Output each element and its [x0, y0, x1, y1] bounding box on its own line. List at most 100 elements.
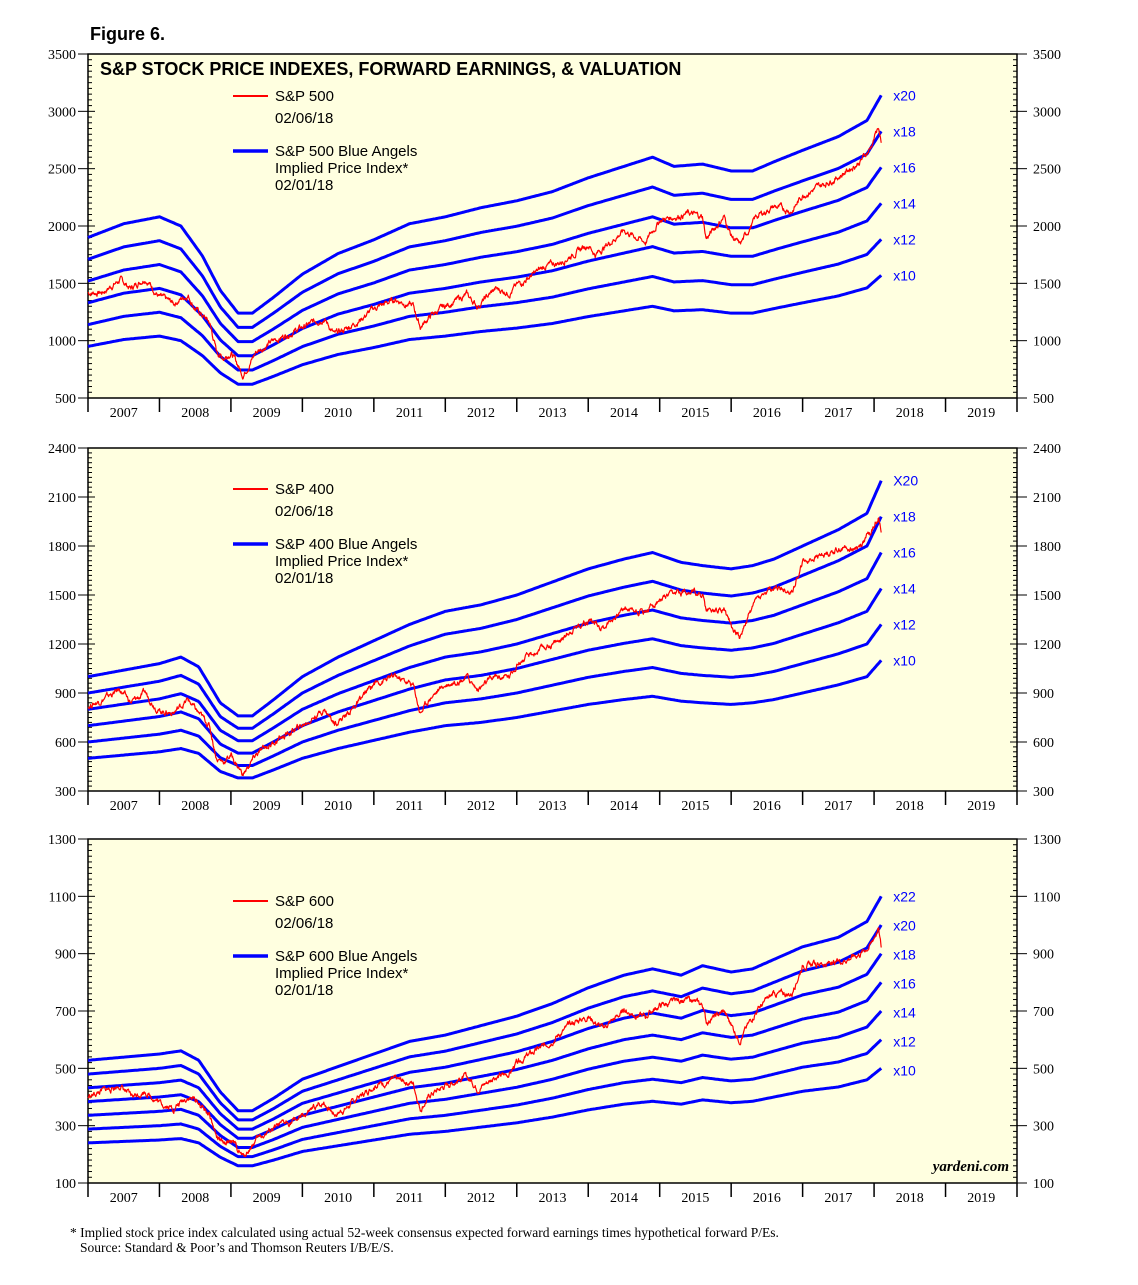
chart-title: S&P STOCK PRICE INDEXES, FORWARD EARNING… — [100, 59, 681, 79]
x-tick-label: 2019 — [967, 1191, 995, 1206]
y-tick-label-left: 2100 — [48, 491, 76, 506]
multiple-label: x18 — [893, 946, 916, 962]
y-tick-label-right: 1300 — [1033, 833, 1061, 848]
multiple-label: x20 — [893, 917, 916, 933]
y-tick-label-right: 600 — [1033, 736, 1054, 751]
y-tick-label-left: 900 — [55, 948, 76, 963]
x-tick-label: 2013 — [539, 799, 567, 814]
legend-price-date: 02/06/18 — [275, 915, 333, 932]
x-tick-label: 2009 — [253, 406, 281, 421]
x-tick-label: 2017 — [824, 799, 852, 814]
x-tick-label: 2016 — [753, 1191, 781, 1206]
blue-angel-line-x20 — [87, 480, 883, 718]
y-tick-label-left: 1500 — [48, 277, 76, 292]
y-tick-label-left: 2000 — [48, 220, 76, 235]
multiple-label: x18 — [893, 123, 916, 139]
blue-angel-line-x10 — [87, 1067, 883, 1168]
multiple-label: x20 — [893, 87, 916, 103]
x-tick-label: 2015 — [681, 406, 709, 421]
price-line — [87, 517, 882, 777]
legend-price-label: S&P 600 — [275, 893, 334, 910]
multiple-label: x16 — [893, 159, 916, 175]
y-tick-label-right: 900 — [1033, 948, 1054, 963]
y-tick-label-right: 2500 — [1033, 163, 1061, 178]
legend-angels-date: 02/01/18 — [275, 177, 333, 194]
chart-panel-3: 100 100 300 300 500 500 700 700 900 900 1100 1100 13… — [48, 833, 1061, 1206]
watermark: yardeni.com — [931, 1159, 1009, 1175]
x-tick-label: 2015 — [681, 799, 709, 814]
y-tick-label-left: 1200 — [48, 638, 76, 653]
blue-angel-line-x20 — [87, 94, 883, 315]
legend-angels-label: S&P 500 Blue Angels — [275, 143, 417, 160]
x-tick-label: 2013 — [539, 406, 567, 421]
blue-angel-line-x16 — [87, 166, 883, 344]
y-tick-label-left: 1100 — [49, 890, 76, 905]
multiple-label: x10 — [893, 1062, 916, 1078]
y-tick-label-left: 1000 — [48, 335, 76, 350]
y-tick-label-right: 1000 — [1033, 335, 1061, 350]
y-tick-label-right: 1200 — [1033, 638, 1061, 653]
x-tick-label: 2012 — [467, 1191, 495, 1206]
legend-angels-label-2: Implied Price Index* — [275, 965, 409, 982]
x-tick-label: 2012 — [467, 799, 495, 814]
source-text: Source: Standard & Poor’s and Thomson Re… — [80, 1240, 394, 1255]
x-tick-label: 2017 — [824, 406, 852, 421]
multiple-label: x18 — [893, 509, 916, 525]
y-tick-label-left: 300 — [55, 1120, 76, 1135]
legend-angels-date: 02/01/18 — [275, 982, 333, 999]
legend-price-date: 02/06/18 — [275, 110, 333, 127]
blue-angel-line-x12 — [87, 1038, 883, 1159]
x-tick-label: 2016 — [753, 799, 781, 814]
y-tick-label-right: 2100 — [1033, 491, 1061, 506]
x-tick-label: 2017 — [824, 1191, 852, 1206]
y-tick-label-left: 1300 — [48, 833, 76, 848]
y-tick-label-right: 300 — [1033, 785, 1054, 800]
chart-panel-1: 500 500 1000 1000 1500 1500 2000 2000 2500 2500 30… — [48, 48, 1061, 421]
y-tick-label-right: 500 — [1033, 392, 1054, 407]
footnote-block: * Implied stock price index calculated u… — [70, 1225, 779, 1255]
x-tick-label: 2018 — [896, 1191, 924, 1206]
chart-panel-2: 300 300 600 600 900 900 1200 1200 1500 1500 1800 18… — [48, 442, 1061, 814]
x-tick-label: 2019 — [967, 406, 995, 421]
legend-price-date: 02/06/18 — [275, 503, 333, 520]
y-tick-label-left: 700 — [55, 1005, 76, 1020]
y-tick-label-right: 1100 — [1033, 890, 1060, 905]
blue-angel-line-x18 — [87, 130, 883, 329]
footnote-text: * Implied stock price index calculated u… — [70, 1225, 779, 1240]
x-tick-label: 2009 — [253, 799, 281, 814]
legend-angels-label-2: Implied Price Index* — [275, 160, 409, 177]
legend-angels-date: 02/01/18 — [275, 570, 333, 587]
y-tick-label-right: 300 — [1033, 1120, 1054, 1135]
y-tick-label-left: 600 — [55, 736, 76, 751]
multiple-label: X20 — [893, 473, 918, 489]
blue-angel-line-x16 — [87, 981, 883, 1140]
plot-area — [87, 838, 1018, 1184]
y-tick-label-left: 3000 — [48, 105, 76, 120]
blue-angel-line-x12 — [87, 623, 883, 767]
x-tick-label: 2008 — [181, 406, 209, 421]
y-tick-label-right: 1800 — [1033, 540, 1061, 555]
y-tick-label-right: 900 — [1033, 687, 1054, 702]
multiple-label: x10 — [893, 267, 916, 283]
y-tick-label-right: 100 — [1033, 1177, 1054, 1192]
x-tick-label: 2014 — [610, 799, 638, 814]
x-tick-label: 2007 — [110, 406, 138, 421]
x-tick-label: 2012 — [467, 406, 495, 421]
blue-angel-line-x16 — [87, 551, 883, 743]
x-tick-label: 2014 — [610, 1191, 638, 1206]
multiple-label: x12 — [893, 617, 916, 633]
blue-angel-line-x22 — [87, 895, 883, 1113]
x-tick-label: 2016 — [753, 406, 781, 421]
x-tick-label: 2011 — [396, 406, 423, 421]
multiple-label: x12 — [893, 231, 916, 247]
x-tick-label: 2019 — [967, 799, 995, 814]
legend-price-label: S&P 500 — [275, 88, 334, 105]
y-tick-label-left: 900 — [55, 687, 76, 702]
multiple-label: x22 — [893, 888, 916, 904]
y-tick-label-right: 3500 — [1033, 48, 1061, 63]
x-tick-label: 2007 — [110, 799, 138, 814]
y-tick-label-left: 3500 — [48, 48, 76, 63]
x-tick-label: 2018 — [896, 406, 924, 421]
y-tick-label-left: 1800 — [48, 540, 76, 555]
x-tick-label: 2011 — [396, 1191, 423, 1206]
